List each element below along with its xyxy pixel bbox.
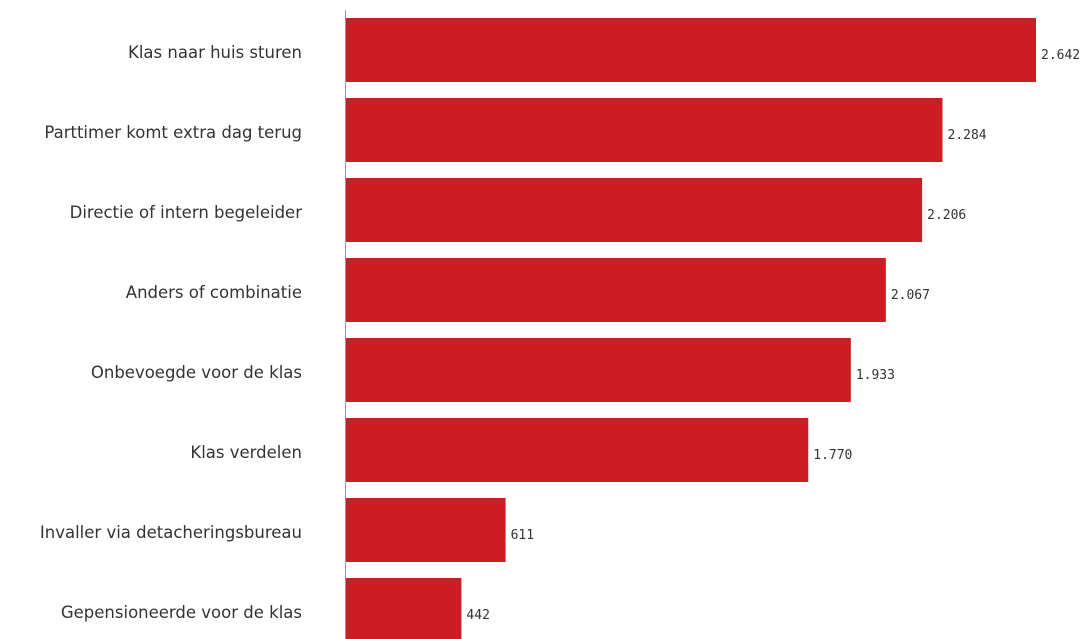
bar bbox=[346, 258, 886, 322]
bar bbox=[346, 178, 923, 242]
value-label: 611 bbox=[511, 528, 534, 543]
bar bbox=[346, 98, 943, 162]
category-label: Invaller via detacheringsbureau bbox=[40, 523, 302, 542]
category-label: Directie of intern begeleider bbox=[70, 203, 303, 222]
category-label: Parttimer komt extra dag terug bbox=[44, 123, 302, 142]
value-label: 1.933 bbox=[856, 368, 895, 383]
value-label: 2.284 bbox=[948, 128, 987, 143]
bar bbox=[346, 338, 851, 402]
value-label: 442 bbox=[466, 608, 489, 623]
bar bbox=[346, 498, 506, 562]
category-label: Klas verdelen bbox=[190, 443, 302, 462]
value-label: 2.642 bbox=[1041, 48, 1080, 63]
category-labels: Klas naar huis sturen Parttimer komt extr… bbox=[40, 43, 302, 622]
bars-group bbox=[346, 18, 1036, 639]
value-label: 1.770 bbox=[813, 448, 852, 463]
category-label: Anders of combinatie bbox=[126, 283, 302, 302]
category-label: Onbevoegde voor de klas bbox=[91, 363, 302, 382]
value-labels: 2.642 2.284 2.206 2.067 1.933 1.770 611 442 bbox=[466, 48, 1080, 623]
bar bbox=[346, 578, 462, 639]
bar bbox=[346, 18, 1036, 82]
bar bbox=[346, 418, 809, 482]
category-label: Klas naar huis sturen bbox=[128, 43, 302, 62]
value-label: 2.206 bbox=[927, 208, 966, 223]
value-label: 2.067 bbox=[891, 288, 930, 303]
category-label: Gepensioneerde voor de klas bbox=[61, 603, 302, 622]
